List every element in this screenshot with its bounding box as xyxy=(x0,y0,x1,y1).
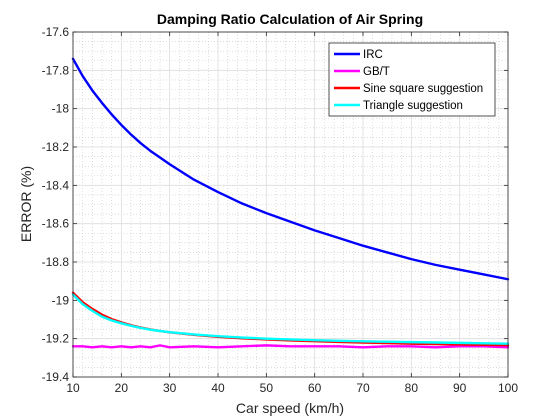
series-line-triangle-suggestion xyxy=(71,293,510,345)
x-tick-label: 90 xyxy=(453,381,467,395)
y-tick-label: -18.2 xyxy=(42,140,70,154)
legend: IRC GB/T Sine square suggestion Triangle su… xyxy=(328,42,496,117)
axes-box xyxy=(72,31,509,378)
series-line-irc xyxy=(71,57,510,281)
y-tick-label: -17.6 xyxy=(42,25,70,39)
x-tick-label: 60 xyxy=(308,381,322,395)
series-layer xyxy=(71,57,510,349)
y-tick-label: -19.4 xyxy=(42,370,70,384)
x-tick-label: 70 xyxy=(356,381,370,395)
legend-label: Sine square suggestion xyxy=(363,83,483,95)
y-tick-label: -17.8 xyxy=(42,63,70,77)
y-tick-label: -19.2 xyxy=(42,332,70,346)
y-axis-label: ERROR (%) xyxy=(18,166,34,242)
y-tick-label: -18.6 xyxy=(42,217,70,231)
x-tick-label: 20 xyxy=(115,381,129,395)
legend-label: GB/T xyxy=(363,66,390,78)
y-tick-label: -18 xyxy=(52,102,70,116)
y-tick-label: -18.4 xyxy=(42,178,70,192)
chart-title: Damping Ratio Calculation of Air Spring xyxy=(157,11,423,27)
x-tick-label: 100 xyxy=(498,381,518,395)
x-tick-label: 10 xyxy=(66,381,80,395)
x-tick-label: 80 xyxy=(405,381,419,395)
x-tick-label: 50 xyxy=(260,381,274,395)
legend-label: IRC xyxy=(363,49,383,61)
series-line-gb-t xyxy=(71,344,510,349)
y-tick-label: -19 xyxy=(52,293,70,307)
x-axis-label: Car speed (km/h) xyxy=(236,400,344,416)
x-tick-label: 30 xyxy=(163,381,177,395)
y-tick-label: -18.8 xyxy=(42,255,70,269)
ticks-layer: 10 20 30 40 50 60 70 80 90 100 -17.6 -17.8 -18 -18.2 -… xyxy=(42,25,519,395)
x-tick-label: 40 xyxy=(211,381,225,395)
legend-label: Triangle suggestion xyxy=(363,100,463,112)
